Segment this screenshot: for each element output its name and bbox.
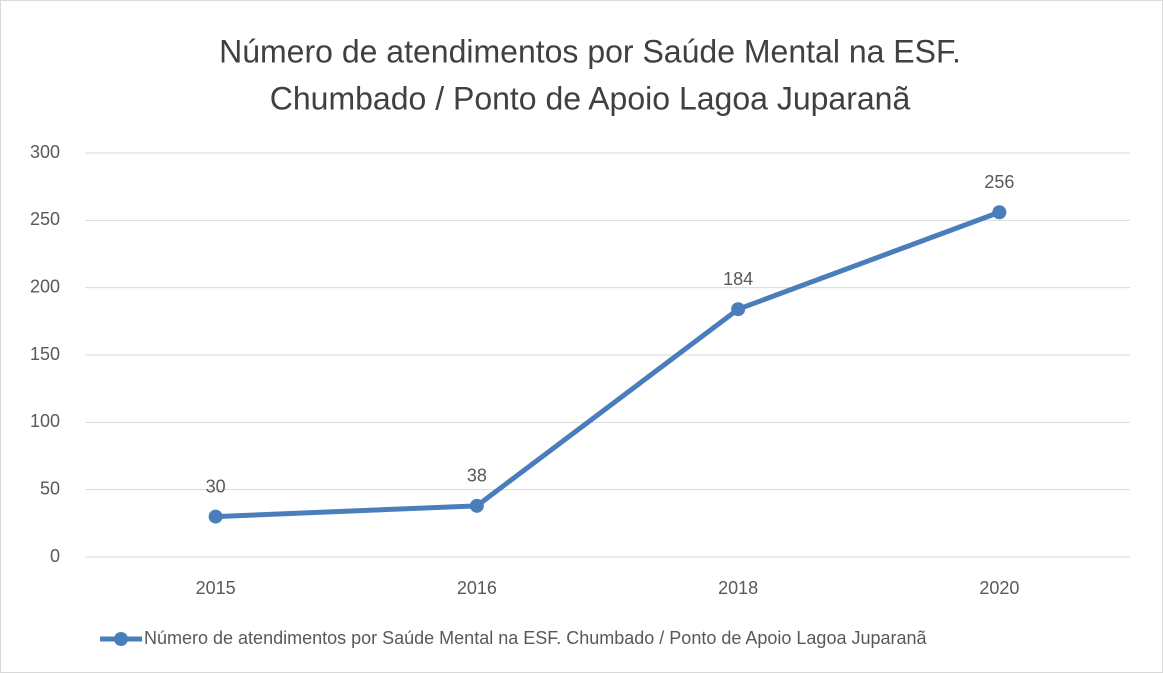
- data-point: [731, 302, 746, 317]
- data-point: [208, 509, 223, 524]
- x-tick-label: 2020: [979, 578, 1019, 598]
- data-label: 256: [984, 172, 1014, 192]
- data-point: [992, 205, 1007, 220]
- x-tick-label: 2018: [718, 578, 758, 598]
- series-line: [215, 209, 1001, 520]
- y-tick-label: 200: [30, 276, 60, 296]
- data-point: [469, 498, 484, 513]
- y-tick-label: 250: [30, 209, 60, 229]
- data-label: 184: [723, 269, 753, 289]
- chart-title: Número de atendimentos por Saúde Mental …: [219, 33, 961, 69]
- y-tick-label: 100: [30, 411, 60, 431]
- x-tick-label: 2015: [196, 578, 236, 598]
- x-tick-label: 2016: [457, 578, 497, 598]
- chart-title: Chumbado / Ponto de Apoio Lagoa Juparanã: [270, 80, 911, 116]
- data-label: 30: [206, 476, 226, 496]
- y-tick-label: 0: [50, 546, 60, 566]
- y-tick-label: 150: [30, 344, 60, 364]
- y-tick-label: 50: [40, 478, 60, 498]
- data-label: 38: [467, 466, 487, 486]
- y-tick-label: 300: [30, 142, 60, 162]
- legend-marker: [114, 632, 128, 646]
- legend-label: Número de atendimentos por Saúde Mental …: [144, 628, 928, 648]
